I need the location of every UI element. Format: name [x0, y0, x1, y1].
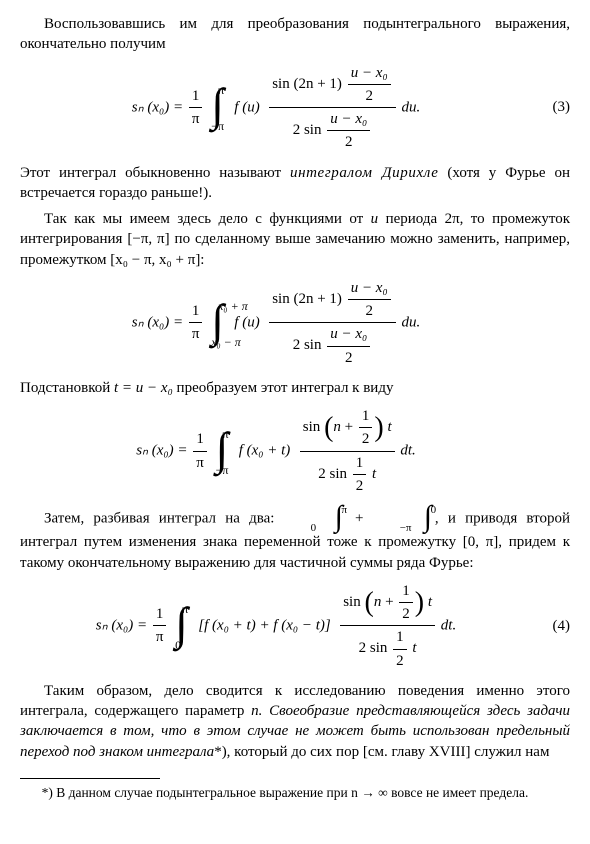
equation-3c: sₙ (x₀) = 1π π ∫ −π f (x₀ + t) sin (n + …: [20, 406, 570, 496]
para-4: Подстановкой t = u − x₀ преобразуем этот…: [20, 378, 570, 398]
inline-int-2: 0∫−π: [376, 506, 432, 532]
eq3-fu: f (u): [234, 99, 259, 115]
eq3-integral: π ∫ −π: [211, 88, 224, 126]
eq3b-integral: x₀ + π ∫ x₀ − π: [211, 304, 224, 342]
footnote-rule: [20, 778, 160, 779]
eq3-lhs: sₙ (x₀) =: [132, 99, 183, 115]
eq3-du: du.: [401, 99, 420, 115]
inline-int-1: π∫0: [287, 506, 343, 532]
eq3-frac-1pi: 1π: [187, 86, 205, 130]
equation-4: sₙ (x₀) = 1π π ∫ 0 [f (x₀ + t) + f (x₀ −…: [20, 581, 570, 671]
equation-3: sₙ (x₀) = 1π π ∫ −π f (u) sin (2n + 1) u…: [20, 63, 570, 153]
footnote: *) В данном случае подынтегральное выраж…: [20, 784, 570, 802]
eq3-kernel: sin (2n + 1) u − x₀2 2 sin u − x₀2: [267, 63, 397, 153]
eq4-bracket: [f (x₀ + t) + f (x₀ − t)]: [198, 617, 330, 633]
equation-3b: sₙ (x₀) = 1π x₀ + π ∫ x₀ − π f (u) sin (…: [20, 278, 570, 368]
para-5: Затем, разбивая интеграл на два: π∫0 + 0…: [20, 506, 570, 573]
para-1: Воспользовавшись им для преобразования п…: [20, 14, 570, 55]
eq3c-integral: π ∫ −π: [216, 432, 229, 470]
para-6: Таким образом, дело сводится к исследова…: [20, 681, 570, 762]
eq3-number: (3): [532, 97, 570, 117]
para-3: Так как мы имеем здесь дело с функциями …: [20, 209, 570, 270]
para-2: Этот интеграл обыкновенно называют интег…: [20, 163, 570, 204]
eq4-number: (4): [532, 616, 570, 636]
eq4-integral: π ∫ 0: [175, 607, 188, 645]
